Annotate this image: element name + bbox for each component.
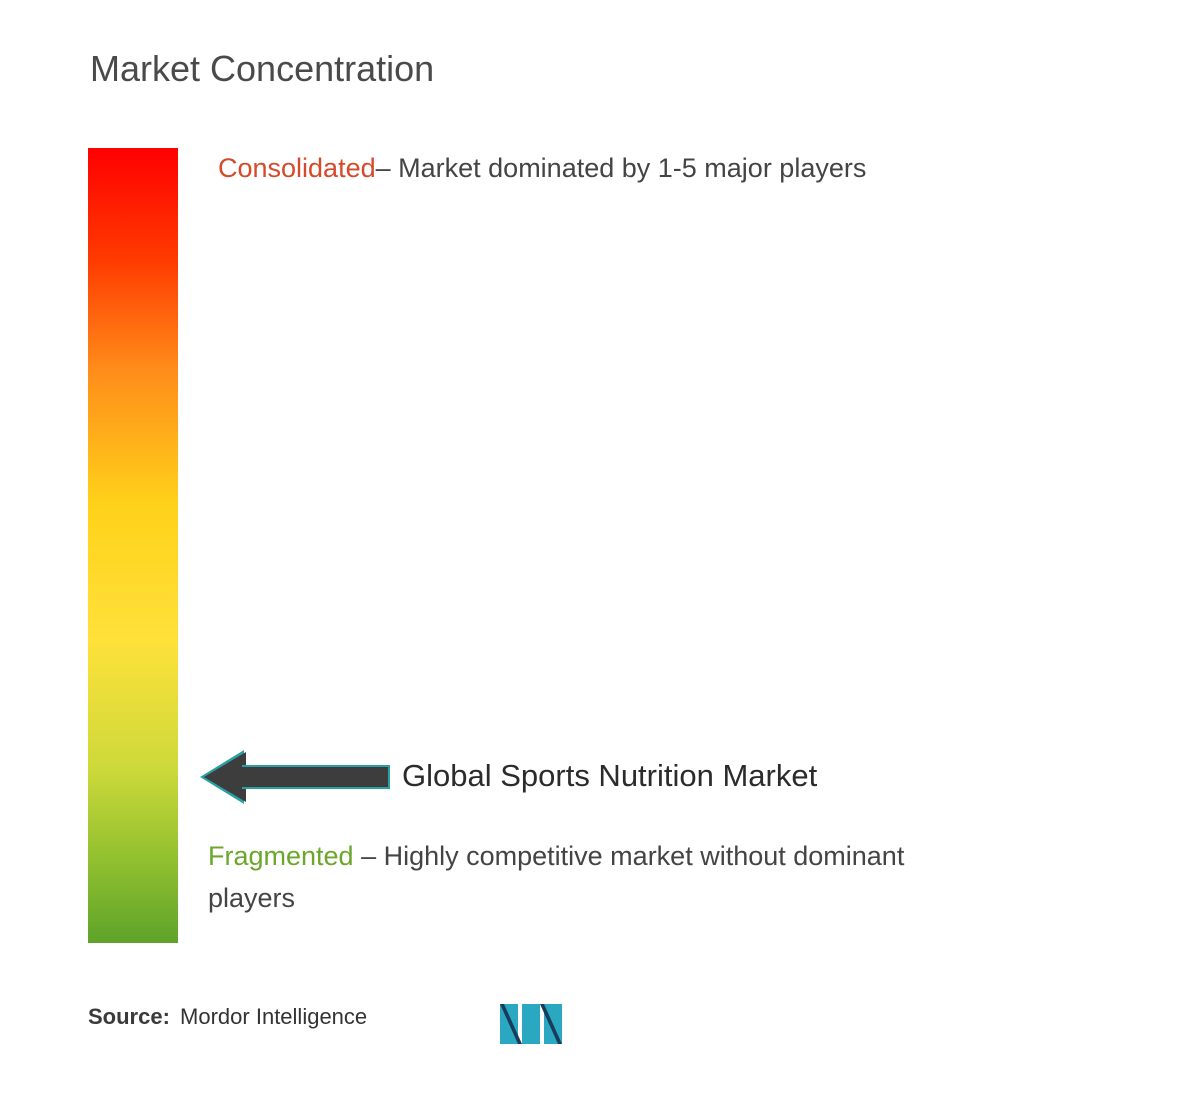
concentration-gradient-bar (88, 148, 178, 943)
consolidated-description: – Market dominated by 1-5 major players (376, 153, 867, 183)
arrow-left-icon (200, 752, 390, 802)
market-position-marker: Global Sports Nutrition Market (200, 752, 390, 802)
fragmented-highlight: Fragmented (208, 841, 354, 871)
source-credit: Source: Mordor Intelligence (88, 1004, 367, 1030)
consolidated-label: Consolidated– Market dominated by 1-5 ma… (218, 148, 866, 190)
chart-canvas: Market Concentration Consolidated– Marke… (0, 0, 1184, 1096)
chart-title: Market Concentration (90, 48, 434, 90)
fragmented-label: Fragmented – Highly competitive market w… (208, 836, 968, 920)
consolidated-highlight: Consolidated (218, 153, 376, 183)
source-value: Mordor Intelligence (180, 1004, 367, 1029)
market-name-label: Global Sports Nutrition Market (402, 758, 817, 794)
mordor-logo-icon (498, 998, 576, 1046)
source-label: Source: (88, 1004, 170, 1029)
